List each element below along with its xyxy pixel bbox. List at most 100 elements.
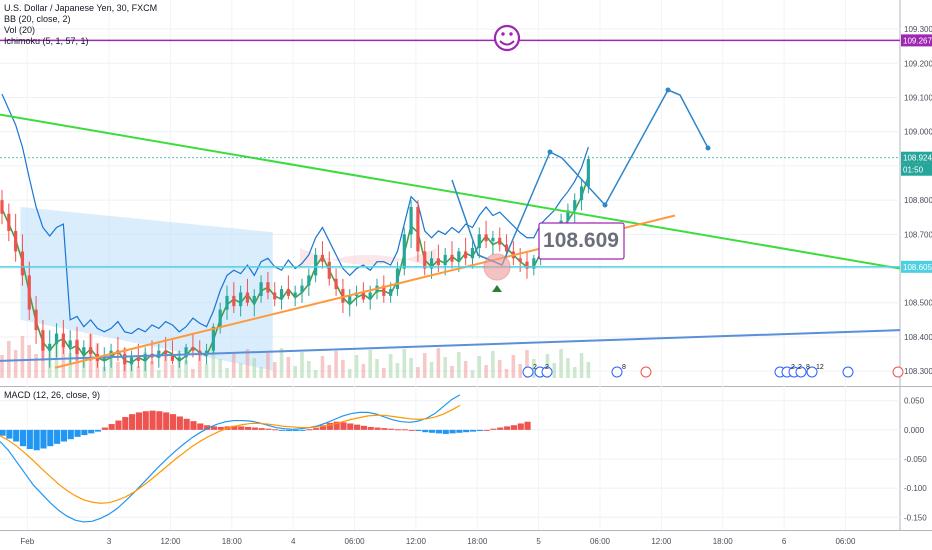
volume-bar — [136, 366, 141, 378]
candle-body — [204, 350, 209, 355]
candle-body — [532, 258, 536, 269]
candle-body — [75, 340, 79, 355]
macd-histogram-bar — [442, 429, 449, 434]
volume-bar — [300, 352, 304, 378]
volume-bar — [395, 363, 400, 378]
volume-bar — [525, 350, 529, 378]
volume-bar — [27, 345, 32, 378]
candle-body — [409, 206, 413, 235]
volume-bar — [361, 364, 366, 378]
price-tick-label: 108.300 — [904, 367, 932, 376]
candle-body — [245, 292, 250, 303]
candle-body — [273, 292, 277, 300]
macd-label: MACD (12, 26, close, 9) — [4, 390, 101, 400]
volume-bar — [184, 360, 188, 378]
ichimoku-legend[interactable]: Ichimoku (5, 1, 57, 1) — [4, 36, 89, 46]
candle-body — [443, 254, 447, 266]
candle-body — [123, 354, 127, 365]
candle-body — [389, 289, 393, 296]
macd-histogram-bar — [510, 425, 517, 430]
smiley-icon[interactable] — [493, 24, 521, 52]
candle-body — [232, 295, 236, 307]
volume-bar — [545, 354, 550, 378]
candle-body — [89, 347, 93, 355]
macd-histogram-bar — [524, 421, 531, 430]
macd-legend[interactable]: MACD (12, 26, close, 9) — [4, 390, 100, 401]
price-badge: 108.924 — [901, 151, 932, 164]
candle-body — [334, 278, 338, 290]
macd-pane — [0, 394, 531, 523]
forecast-arrowhead — [705, 145, 711, 151]
price-badge-bg — [901, 151, 932, 164]
candle-body — [102, 357, 106, 361]
macd-histogram-bar — [354, 424, 361, 430]
candle-body — [348, 295, 352, 303]
candle-body — [54, 333, 59, 344]
macd-histogram-bar — [517, 423, 524, 430]
macd-histogram-bar — [115, 420, 122, 430]
price-callout[interactable]: 108.609 — [538, 222, 625, 260]
volume-bar — [272, 362, 277, 378]
macd-histogram-bar — [74, 429, 81, 437]
volume-bar — [375, 359, 379, 378]
macd-histogram-bar — [149, 410, 156, 430]
price-badge-bg — [901, 34, 932, 47]
calendar-event-icon — [640, 366, 652, 378]
candle-body — [498, 237, 502, 245]
candle-body — [464, 251, 468, 259]
macd-histogram-bar — [40, 429, 47, 449]
candle-body — [477, 234, 481, 249]
macd-histogram-bar — [497, 427, 504, 430]
volume-bar — [61, 344, 66, 378]
candle-body — [82, 347, 86, 355]
candle-body — [170, 354, 175, 361]
macd-tick-label: -0.150 — [904, 513, 927, 522]
candle-body — [341, 289, 345, 303]
candle-body — [191, 347, 195, 351]
long-trendline — [0, 329, 901, 362]
price-tick-label: 108.400 — [904, 333, 932, 342]
macd-histogram-bar — [163, 412, 170, 430]
vol-legend[interactable]: Vol (20) — [4, 25, 36, 35]
macd-tick-label: 0.000 — [904, 426, 925, 435]
volume-bar — [204, 364, 209, 378]
candle-body — [436, 258, 440, 266]
candle-body — [314, 254, 318, 276]
price-badge-text: 108.924 — [903, 154, 932, 163]
bb-legend[interactable]: BB (20, close, 2) — [4, 14, 71, 24]
macd-histogram-bar — [388, 428, 395, 430]
candle-body — [0, 200, 4, 214]
time-tick-label: 06:00 — [345, 537, 366, 546]
time-tick-label: 3 — [107, 537, 112, 546]
macd-histogram-bar — [135, 412, 142, 430]
price-tick-label: 108.700 — [904, 230, 932, 239]
bb-upper-band — [1, 93, 589, 335]
macd-histogram-bar — [456, 429, 463, 433]
time-tick-label: 18:00 — [467, 537, 488, 546]
candle-body — [579, 186, 584, 201]
macd-histogram-bar — [47, 429, 54, 447]
event-count-label: 2 — [798, 364, 802, 371]
macd-histogram-bar — [60, 429, 67, 442]
calendar-event-icon — [611, 366, 623, 378]
price-badge-text: 01:50 — [903, 166, 924, 175]
volume-bar — [13, 350, 18, 378]
callout-text: 108.609 — [543, 229, 619, 252]
candle-body — [34, 309, 38, 331]
volume-bar — [279, 348, 284, 378]
volume-bar — [409, 358, 413, 378]
candle-body — [320, 254, 325, 262]
macd-histogram-bar — [319, 425, 327, 430]
candle-body — [184, 347, 188, 358]
volume-bar — [477, 356, 482, 378]
price-badge-text: 108.605 — [903, 263, 932, 272]
macd-histogram-bar — [244, 426, 252, 430]
macd-histogram-bar — [504, 426, 511, 430]
volume-bar — [116, 362, 120, 378]
drawings[interactable] — [0, 39, 904, 378]
macd-histogram-bar — [449, 429, 456, 434]
candle-body — [211, 326, 215, 351]
volume-bar — [347, 369, 352, 378]
